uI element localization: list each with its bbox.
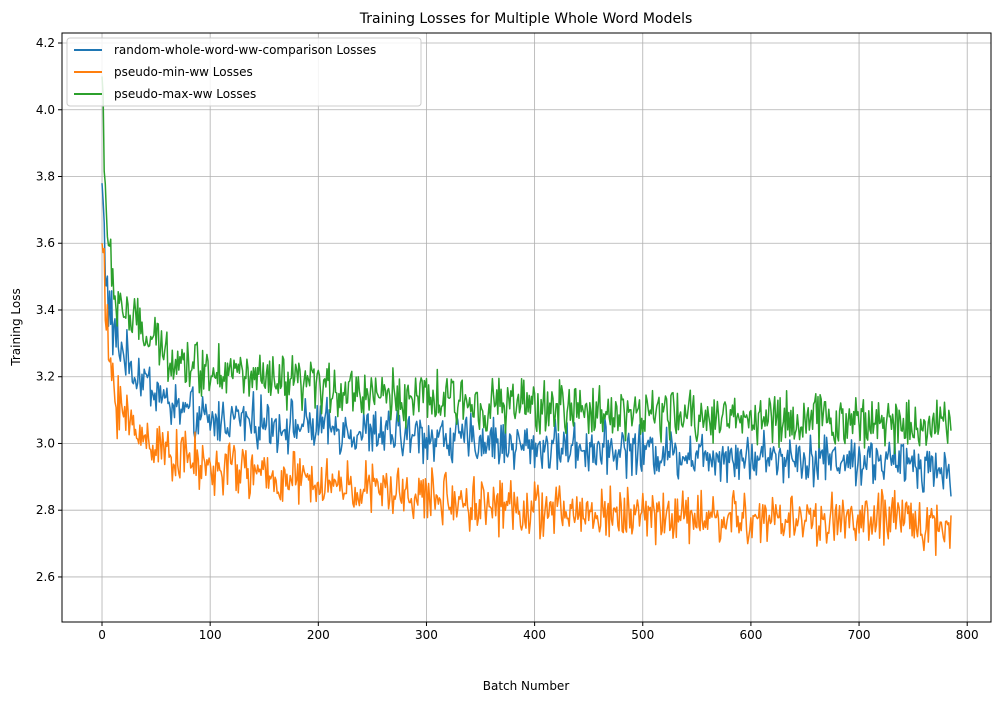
x-tick-label: 700 — [848, 628, 871, 642]
y-tick-label: 3.0 — [36, 436, 55, 450]
y-tick-label: 3.8 — [36, 169, 55, 183]
plot-frame — [61, 32, 992, 623]
chart-title: Training Losses for Multiple Whole Word … — [359, 11, 693, 27]
y-tick-label: 3.4 — [36, 303, 55, 317]
legend: random-whole-word-ww-comparison Losses ps… — [66, 37, 422, 107]
x-tick-label: 400 — [523, 628, 546, 642]
y-tick-label: 2.8 — [36, 503, 55, 517]
series-line-0 — [101, 183, 952, 497]
x-tick-label: 100 — [199, 628, 222, 642]
y-tick-label: 2.6 — [36, 570, 55, 584]
x-tick-label: 0 — [98, 628, 106, 642]
x-tick-label: 800 — [956, 628, 979, 642]
y-tick-label: 4.2 — [36, 36, 55, 50]
series-lines — [101, 76, 952, 557]
legend-label: pseudo-min-ww Losses — [114, 65, 253, 79]
y-tick-label: 4.0 — [36, 103, 55, 117]
y-axis-ticks: 2.6 2.8 3.0 3.2 3.4 3.6 3.8 4.0 4.2 — [36, 36, 62, 584]
y-tick-label: 3.2 — [36, 370, 55, 384]
y-axis-label: Training Loss — [9, 288, 23, 366]
x-tick-label: 500 — [631, 628, 654, 642]
series-line-1 — [101, 243, 952, 557]
y-tick-label: 3.6 — [36, 236, 55, 250]
x-axis-ticks: 0 100 200 300 400 500 600 700 800 — [98, 622, 979, 642]
x-tick-label: 300 — [415, 628, 438, 642]
series-line-2 — [101, 76, 952, 455]
legend-label: pseudo-max-ww Losses — [114, 87, 256, 101]
x-axis-label: Batch Number — [483, 679, 570, 693]
x-tick-label: 600 — [739, 628, 762, 642]
legend-label: random-whole-word-ww-comparison Losses — [114, 43, 376, 57]
x-tick-label: 200 — [307, 628, 330, 642]
legend-box — [66, 37, 422, 107]
